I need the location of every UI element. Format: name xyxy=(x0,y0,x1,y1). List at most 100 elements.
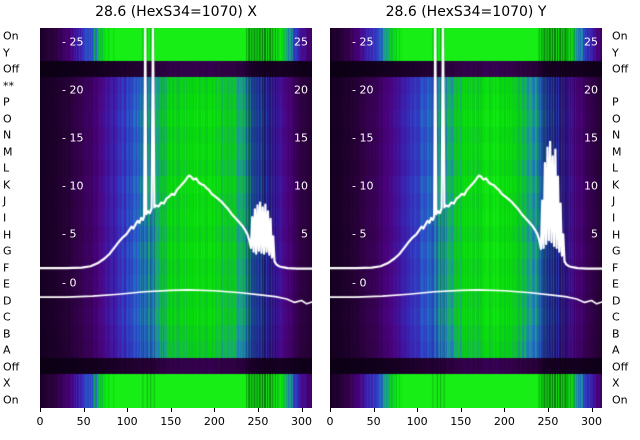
row-label-i: I xyxy=(612,211,616,225)
x-tick-mark xyxy=(591,408,593,412)
row-label-m: M xyxy=(612,145,622,159)
x-axis: 0 50 100 150 200 250 300 0 50 100 150 200 250 300 xyxy=(0,408,640,440)
row-label-d: D xyxy=(3,294,12,308)
x-tick-mark xyxy=(460,408,462,412)
y-tick-left-25: - 25 xyxy=(62,35,84,48)
x-tick-mark xyxy=(40,408,41,412)
x-tick-label-100: 100 xyxy=(406,415,428,428)
x-tick-label-150: 150 xyxy=(160,415,182,428)
row-label-n: N xyxy=(612,128,621,142)
row-label-k: K xyxy=(612,178,620,192)
y-tick-right-10: 10 xyxy=(584,179,598,193)
row-labels-right: On Y Off P O N M L K J I H G F E D C B A Off X On xyxy=(612,28,640,408)
row-label-c: C xyxy=(3,310,11,324)
y-tick-left-10: - 10 xyxy=(352,179,374,193)
row-label-g: G xyxy=(3,244,12,258)
y-tick-left-0: - 0 xyxy=(352,276,367,290)
x-tick-label-50: 50 xyxy=(76,415,91,428)
row-label-m: M xyxy=(3,145,13,159)
row-label-off: Off xyxy=(612,360,629,374)
x-tick-label-200: 200 xyxy=(203,415,225,428)
y-tick-left-25: - 25 xyxy=(352,35,374,48)
row-label-n: N xyxy=(3,128,12,142)
row-label-p: P xyxy=(3,95,10,109)
x-tick-label-150: 150 xyxy=(450,415,472,428)
row-label-d: D xyxy=(612,294,621,308)
row-label-c: C xyxy=(612,310,620,324)
row-label-o: O xyxy=(612,112,621,126)
row-label-g: G xyxy=(612,244,621,258)
y-tick-left-5: - 5 xyxy=(352,227,367,241)
row-label-e: E xyxy=(3,277,10,291)
y-tick-right-5: 5 xyxy=(591,227,598,241)
y-tick-right-5: 5 xyxy=(301,227,308,241)
x-tick-mark xyxy=(257,408,259,412)
panel-title-x: 28.6 (HexS34=1070) X xyxy=(95,4,257,20)
row-label-h: H xyxy=(3,228,12,242)
y-tick-right-20: 20 xyxy=(294,83,308,97)
row-label-x: X xyxy=(612,376,620,390)
x-tick-mark xyxy=(504,408,506,412)
x-tick-mark xyxy=(547,408,549,412)
row-label-y: Y xyxy=(3,46,10,60)
x-tick-label-200: 200 xyxy=(493,415,515,428)
row-label-a: A xyxy=(612,343,620,357)
row-label-i: I xyxy=(3,211,7,225)
heatmap-canvas-y xyxy=(330,28,602,408)
x-tick-label-0: 0 xyxy=(326,415,334,428)
x-tick-mark xyxy=(83,408,85,412)
x-tick-label-100: 100 xyxy=(116,415,138,428)
row-label-h: H xyxy=(612,228,621,242)
y-tick-right-15: 15 xyxy=(294,131,308,145)
y-tick-left-15: - 15 xyxy=(62,131,84,145)
y-tick-left-0: - 0 xyxy=(62,276,77,290)
x-tick-mark xyxy=(127,408,129,412)
row-label-p: P xyxy=(612,95,619,109)
row-label-f: F xyxy=(3,261,10,275)
row-label-y: Y xyxy=(612,46,619,60)
row-label-on: On xyxy=(3,393,19,407)
x-tick-mark xyxy=(417,408,419,412)
row-label-off: Off xyxy=(3,360,20,374)
row-label-j: J xyxy=(612,194,616,208)
row-label-starstar: ** xyxy=(3,79,14,93)
x-tick-mark xyxy=(214,408,216,412)
y-tick-left-20: - 20 xyxy=(62,83,84,97)
heatmap-panel-y: - 25 - 20 - 15 - 10 - 5 - 0 25 20 15 10 5 xyxy=(330,28,602,408)
row-label-f: F xyxy=(612,261,619,275)
row-labels-left: On Y Off ** P O N M L K J I H G F E D C B A Off X On xyxy=(3,28,37,408)
row-label-l: L xyxy=(612,161,619,175)
x-tick-label-0: 0 xyxy=(36,415,44,428)
row-label-off: Off xyxy=(612,62,629,76)
x-tick-mark xyxy=(373,408,375,412)
y-tick-left-15: - 15 xyxy=(352,131,374,145)
x-tick-label-300: 300 xyxy=(581,415,603,428)
row-label-b: B xyxy=(3,327,11,341)
y-tick-right-15: 15 xyxy=(584,131,598,145)
row-label-o: O xyxy=(3,112,12,126)
row-label-off: Off xyxy=(3,62,20,76)
y-tick-left-10: - 10 xyxy=(62,179,84,193)
row-label-b: B xyxy=(612,327,620,341)
y-tick-right-10: 10 xyxy=(294,179,308,193)
x-tick-mark xyxy=(301,408,303,412)
row-label-a: A xyxy=(3,343,11,357)
panel-title-y: 28.6 (HexS34=1070) Y xyxy=(385,4,547,20)
row-label-e: E xyxy=(612,277,619,291)
heatmap-canvas-x xyxy=(40,28,312,408)
row-label-x: X xyxy=(3,376,11,390)
x-tick-label-300: 300 xyxy=(291,415,313,428)
heatmap-panel-x: - 25 - 20 - 15 - 10 - 5 - 0 25 20 15 10 5 xyxy=(40,28,312,408)
x-tick-label-250: 250 xyxy=(537,415,559,428)
row-label-j: J xyxy=(3,194,7,208)
x-tick-label-250: 250 xyxy=(247,415,269,428)
row-label-on: On xyxy=(612,393,628,407)
x-tick-mark xyxy=(170,408,172,412)
y-tick-left-20: - 20 xyxy=(352,83,374,97)
x-tick-label-50: 50 xyxy=(366,415,381,428)
row-label-k: K xyxy=(3,178,11,192)
row-label-on: On xyxy=(612,29,628,43)
row-label-on: On xyxy=(3,29,19,43)
row-label-l: L xyxy=(3,161,10,175)
